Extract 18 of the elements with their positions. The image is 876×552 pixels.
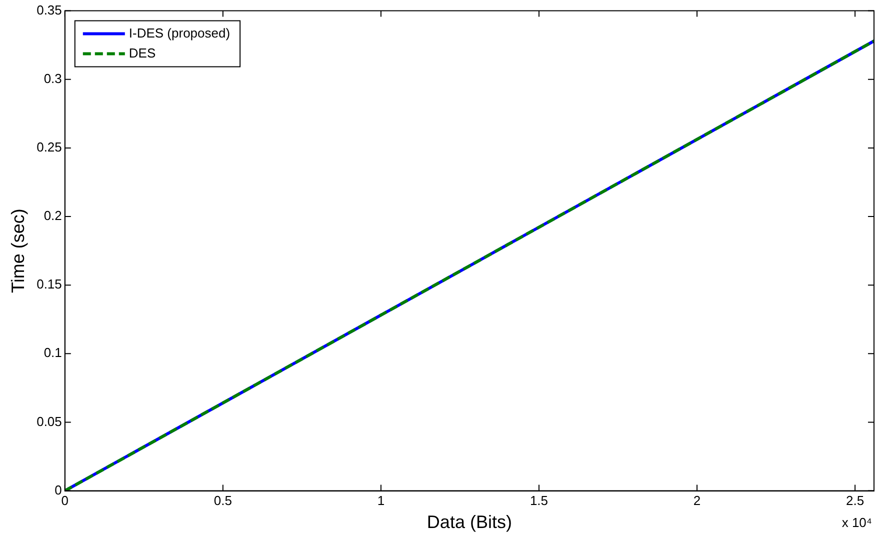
y-tick-label: 0.15: [36, 276, 62, 292]
y-tick-label: 0.35: [36, 2, 62, 18]
y-tick-label: 0.25: [36, 140, 62, 155]
y-tick-label: 0.3: [44, 70, 62, 86]
y-tick-label: 0.05: [36, 414, 62, 429]
y-tick-label: 0.2: [44, 208, 62, 224]
text: x 10⁴: [842, 514, 872, 530]
x-tick-label: 1: [377, 493, 385, 508]
y-tick-label: 0: [54, 482, 62, 498]
legend-label: DES: [128, 45, 156, 60]
x-tick-label: 0.5: [214, 493, 232, 508]
x-tick-label: 1.5: [530, 493, 548, 508]
y-axis-title: Time (sec): [8, 208, 28, 293]
x-tick-label: 2: [693, 493, 701, 508]
x-axis-title: Data (Bits): [426, 512, 512, 532]
y-tick-label: 0.1: [44, 345, 62, 360]
legend-label: I-DES (proposed): [128, 25, 230, 40]
x-tick-label: 2.5: [846, 493, 864, 508]
